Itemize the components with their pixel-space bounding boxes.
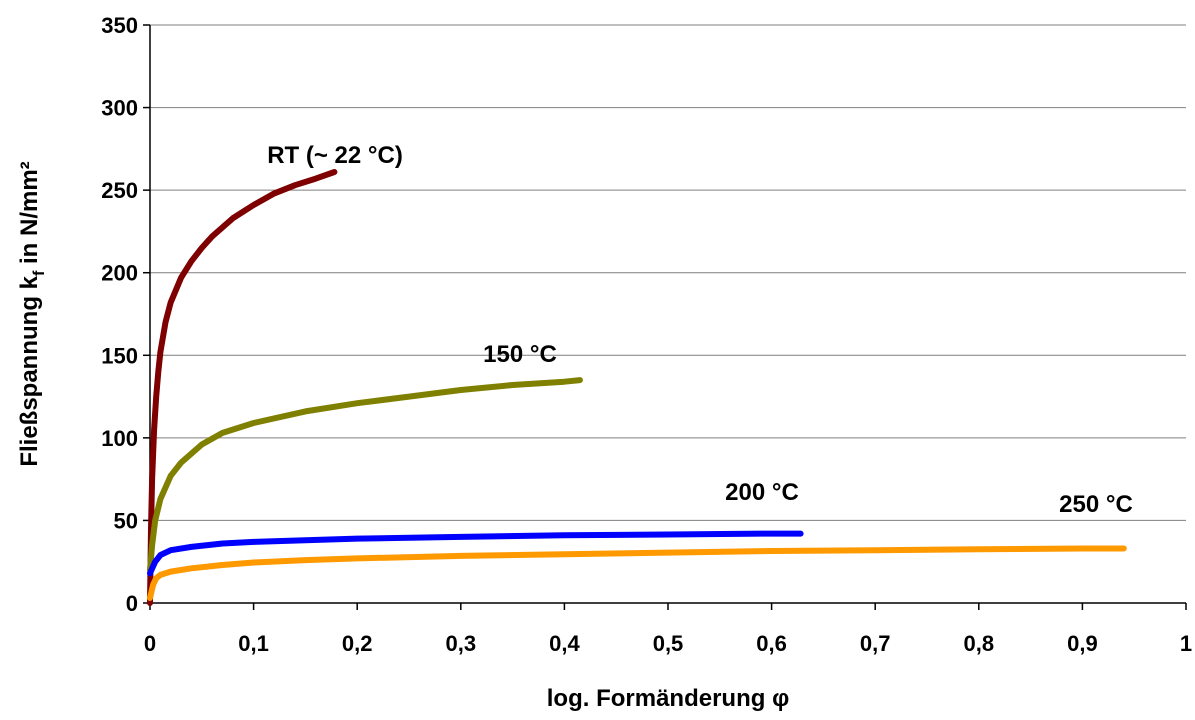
series-label-2: 200 °C bbox=[725, 479, 799, 506]
y-tick-label: 0 bbox=[126, 591, 138, 616]
x-tick-label: 0,6 bbox=[756, 631, 787, 656]
y-tick-label: 300 bbox=[101, 96, 138, 121]
series-label-0: RT (~ 22 °C) bbox=[267, 142, 403, 169]
y-axis-title: Fließspannung kf in N/mm² bbox=[16, 161, 48, 466]
series-label-1: 150 °C bbox=[483, 341, 557, 368]
x-axis-ticks: 0 0,1 0,2 0,3 0,4 0,5 0,6 0,7 0,8 0,9 1 bbox=[144, 603, 1192, 656]
y-tick-label: 100 bbox=[101, 426, 138, 451]
x-tick-label: 0 bbox=[144, 631, 156, 656]
series-line-2 bbox=[147, 530, 804, 577]
x-tick-label: 0,8 bbox=[964, 631, 995, 656]
series-line-1 bbox=[147, 377, 583, 573]
x-tick-label: 0,2 bbox=[342, 631, 373, 656]
y-tick-label: 50 bbox=[114, 508, 138, 533]
x-tick-label: 0,7 bbox=[860, 631, 891, 656]
y-tick-label: 350 bbox=[101, 13, 138, 38]
x-tick-label: 0,3 bbox=[446, 631, 477, 656]
series-labels: RT (~ 22 °C) 150 °C 200 °C 250 °C bbox=[267, 142, 1133, 518]
y-tick-label: 200 bbox=[101, 261, 138, 286]
y-tick-label: 150 bbox=[101, 343, 138, 368]
x-tick-label: 0,5 bbox=[653, 631, 684, 656]
horizontal-gridlines bbox=[150, 24, 1186, 521]
series-label-3: 250 °C bbox=[1059, 491, 1133, 518]
x-axis-title: log. Formänderung φ bbox=[547, 685, 790, 712]
x-tick-label: 0,1 bbox=[238, 631, 269, 656]
x-tick-label: 0,9 bbox=[1067, 631, 1098, 656]
y-axis-title-main: Fließspannung k bbox=[16, 275, 43, 466]
y-axis-ticks: 0 50 100 150 200 250 300 350 bbox=[101, 13, 150, 616]
x-tick-label: 0,4 bbox=[549, 631, 580, 656]
series-lines bbox=[147, 169, 1127, 606]
axes bbox=[149, 25, 1186, 604]
series-line-3 bbox=[147, 545, 1127, 601]
series-line-0 bbox=[147, 169, 338, 606]
x-tick-label: 1 bbox=[1180, 631, 1192, 656]
y-tick-label: 250 bbox=[101, 178, 138, 203]
y-axis-title-subscript: f bbox=[31, 270, 48, 276]
y-axis-title-tail: in N/mm² bbox=[16, 161, 43, 270]
